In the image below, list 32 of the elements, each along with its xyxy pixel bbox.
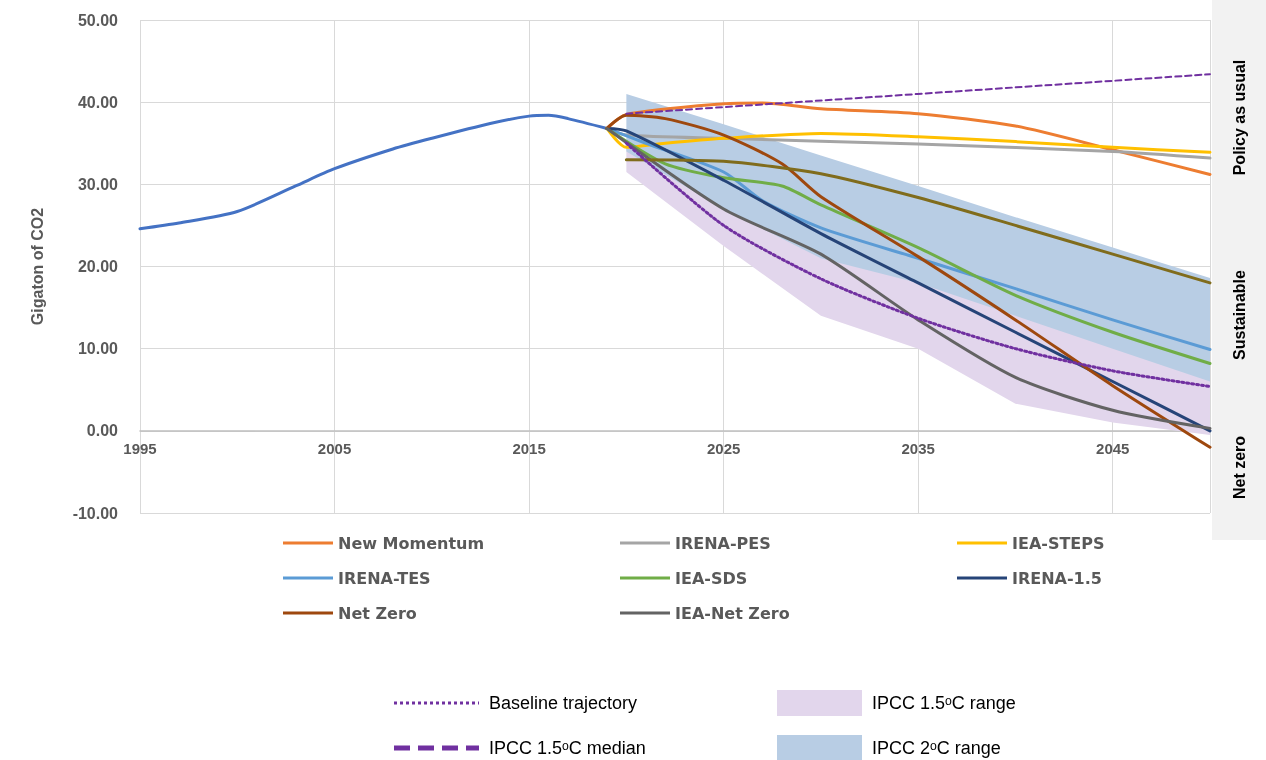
x-tick-label: 2025 [706, 439, 741, 457]
legend-label: IRENA-1.5 [1012, 568, 1102, 588]
text: Net zero [1230, 435, 1248, 500]
y-tick-label: 40.00 [77, 93, 119, 111]
x-tick-label: 2005 [317, 439, 352, 457]
text: Policy as usual [1230, 59, 1248, 176]
legend-label: Net Zero [338, 603, 417, 623]
legend-label: Baseline trajectory [489, 693, 638, 713]
legend-label: IPCC 1.5ᵒC median [489, 738, 646, 758]
legend-label: IRENA-TES [338, 568, 431, 588]
x-tick-label: 2015 [512, 439, 546, 457]
legend-label: IRENA-PES [675, 533, 771, 553]
y-tick-label: 50.00 [77, 11, 119, 29]
y-tick-label: -10.00 [72, 504, 119, 522]
legend-label: IEA-SDS [675, 568, 748, 588]
legend-label: New Momentum [338, 533, 485, 553]
y-tick-label: 20.00 [77, 258, 119, 275]
legend-label: IEA-STEPS [1012, 533, 1105, 553]
y-tick-label: 10.00 [77, 340, 119, 358]
x-tick-label: 1995 [123, 439, 157, 457]
legend-label: IPCC 1.5ᵒC range [872, 693, 1016, 713]
x-tick-label: 2035 [901, 439, 935, 457]
legend-label: IEA-Net Zero [675, 603, 790, 623]
y-tick-label: 0.00 [86, 422, 119, 440]
x-tick-label: 2045 [1096, 439, 1130, 457]
line-series [138, 113, 609, 231]
y-axis-title: Gigaton of CO2 [28, 207, 46, 326]
legend-label: IPCC 2ᵒC range [872, 738, 1001, 758]
line-series [624, 141, 1212, 388]
y-tick-label: 30.00 [77, 175, 119, 193]
line-series [624, 158, 1212, 285]
text: Sustainable [1230, 270, 1248, 360]
